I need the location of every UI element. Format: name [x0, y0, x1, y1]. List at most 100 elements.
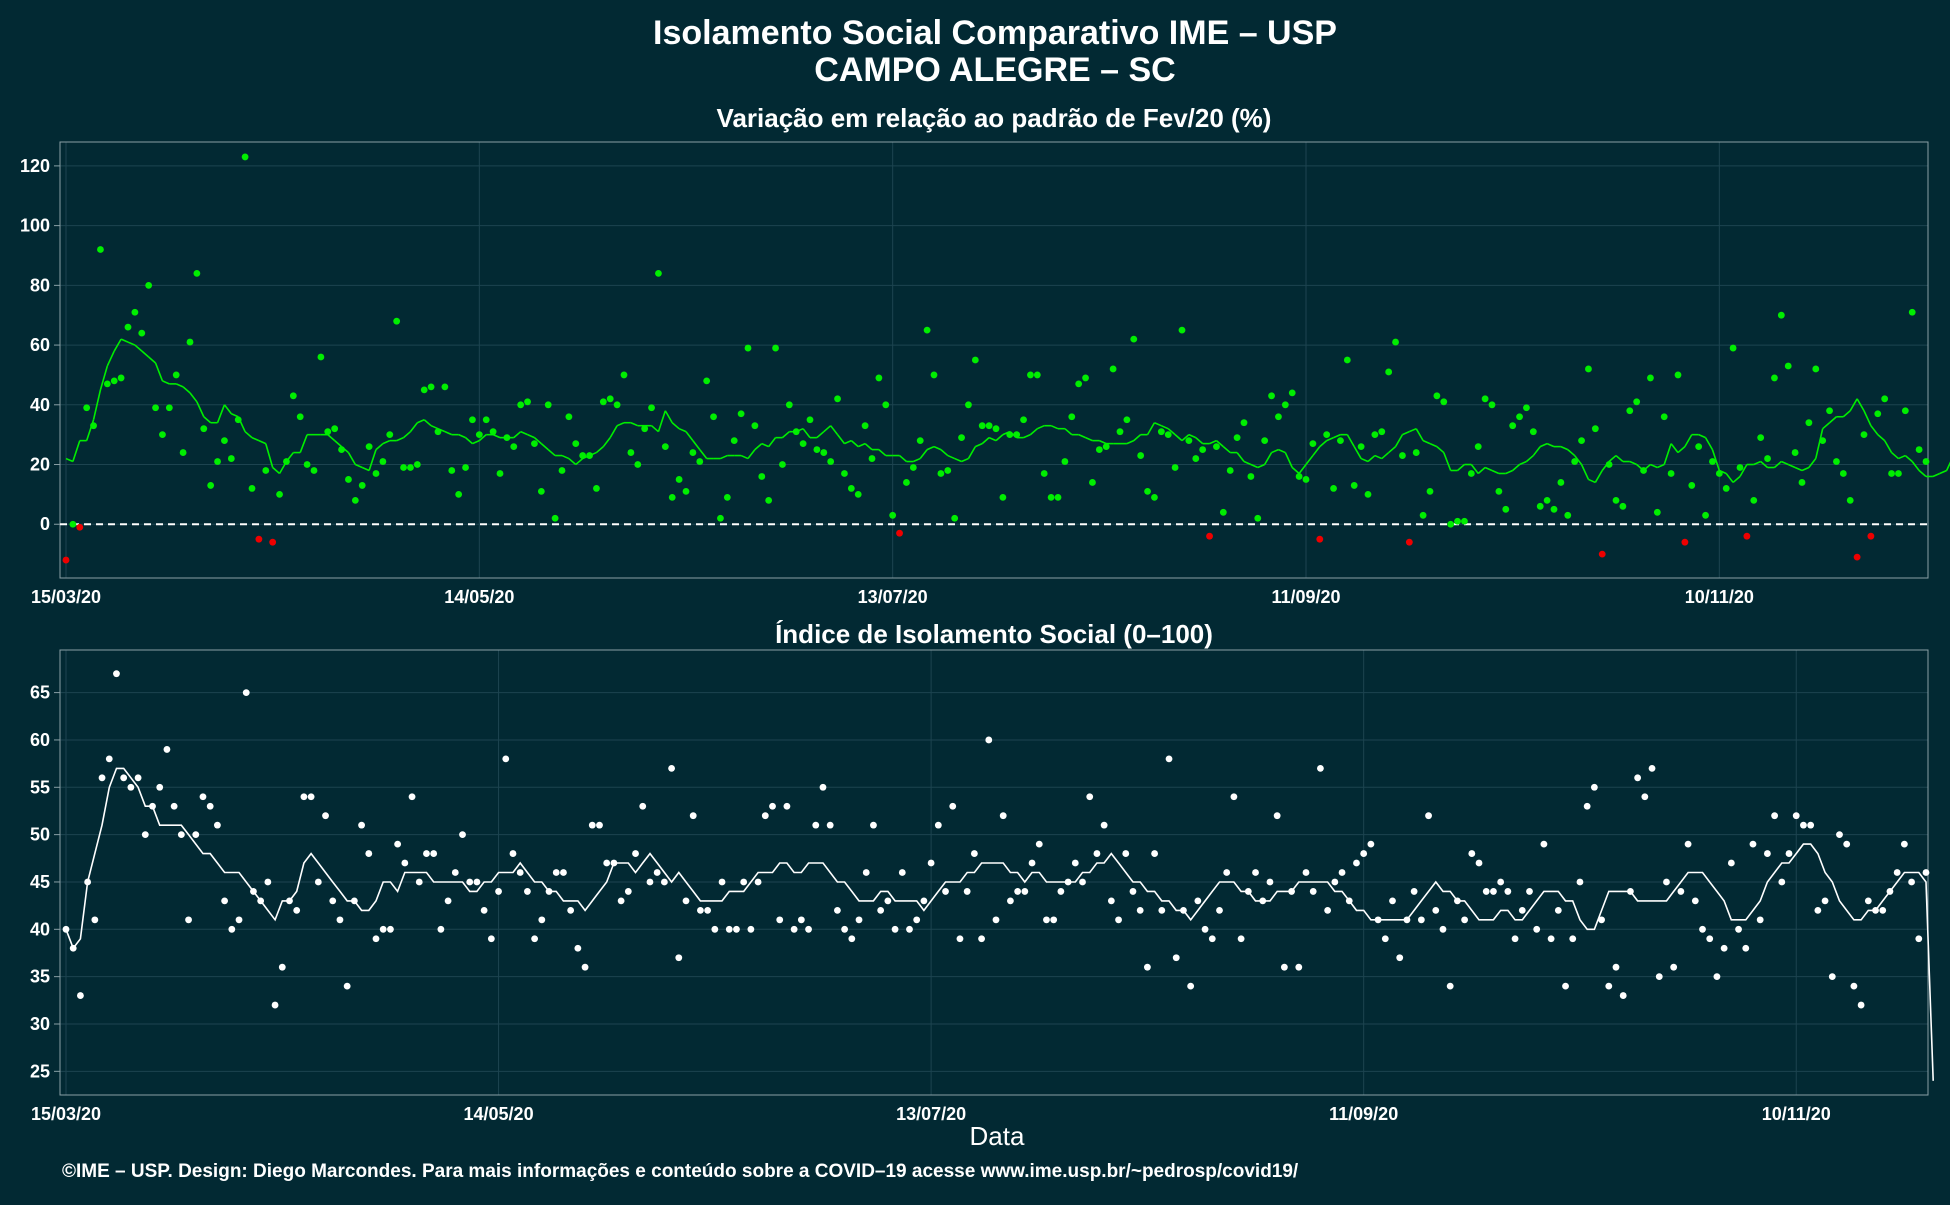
daily-point — [303, 461, 311, 468]
daily-point — [1417, 916, 1425, 924]
daily-point — [627, 449, 635, 456]
moving-average-segment — [1932, 472, 1941, 478]
caption-credit: ©IME – USP. Design: Diego Marcondes. Par… — [62, 1161, 1299, 1182]
daily-point — [120, 774, 128, 782]
daily-point — [1086, 793, 1094, 801]
daily-point — [1605, 982, 1613, 990]
daily-point — [1172, 954, 1180, 962]
daily-point — [466, 878, 474, 886]
y-tick-label: 60 — [30, 730, 50, 750]
daily-point — [891, 925, 899, 933]
daily-point — [620, 371, 628, 379]
daily-point — [572, 440, 580, 448]
moving-average-segment — [850, 440, 859, 448]
daily-point — [1259, 897, 1267, 905]
moving-average-segment — [1725, 472, 1734, 483]
moving-average-segment — [251, 436, 260, 442]
daily-point — [84, 878, 92, 886]
daily-point — [207, 482, 215, 489]
daily-point — [310, 467, 318, 474]
moving-average-segment — [671, 422, 680, 430]
daily-point — [1518, 906, 1526, 914]
daily-point — [992, 916, 1000, 924]
moving-average-segment — [1567, 448, 1576, 457]
moving-average-segment — [1215, 440, 1224, 448]
daily-point — [862, 869, 870, 876]
daily-point — [1288, 389, 1296, 397]
moving-average-segment — [568, 457, 577, 466]
x-tick-label: 15/03/20 — [31, 1104, 101, 1124]
daily-point — [386, 431, 394, 439]
daily-point — [1511, 935, 1519, 943]
moving-average-segment — [127, 341, 136, 346]
daily-point — [1695, 443, 1703, 451]
moving-average-segment — [699, 449, 708, 460]
daily-point — [317, 353, 325, 361]
daily-point — [1057, 888, 1065, 895]
daily-point — [1432, 906, 1440, 914]
moving-average-segment — [99, 365, 109, 391]
daily-point — [1199, 446, 1207, 453]
daily-point — [819, 783, 827, 791]
daily-point — [937, 470, 945, 477]
daily-point — [558, 467, 566, 474]
daily-point — [1850, 982, 1858, 990]
daily-point — [1089, 479, 1096, 486]
daily-point — [1064, 878, 1072, 886]
moving-average-segment — [533, 437, 542, 445]
daily-point — [586, 452, 593, 459]
daily-point — [1014, 888, 1022, 895]
moving-average-segment — [1263, 452, 1273, 465]
daily-point — [1915, 446, 1923, 453]
moving-average-segment — [1808, 458, 1817, 468]
moving-average-segment — [1822, 422, 1831, 430]
daily-point — [1578, 437, 1585, 445]
daily-point — [1702, 511, 1709, 519]
daily-point — [723, 493, 731, 501]
daily-point — [769, 802, 776, 810]
daily-point — [1655, 973, 1663, 981]
daily-point — [427, 383, 435, 391]
daily-point — [696, 458, 704, 465]
daily-point — [1338, 869, 1346, 876]
daily-point — [127, 783, 135, 791]
daily-point — [971, 356, 979, 364]
daily-point — [1550, 505, 1558, 513]
daily-point — [489, 428, 497, 436]
daily-point — [283, 458, 290, 465]
daily-point — [462, 464, 469, 471]
daily-point — [552, 869, 560, 876]
daily-point — [502, 755, 510, 763]
x-tick-label: 13/07/20 — [858, 587, 928, 607]
daily-point — [289, 392, 297, 400]
daily-point — [812, 821, 820, 829]
moving-average-segment — [616, 421, 625, 427]
daily-point — [1075, 380, 1083, 388]
daily-point — [271, 1001, 279, 1009]
daily-point — [834, 395, 841, 403]
x-tick-label: 10/11/20 — [1685, 587, 1754, 607]
moving-average-segment — [602, 437, 611, 448]
daily-point — [1843, 840, 1851, 848]
moving-average-segment — [1436, 445, 1445, 454]
daily-point — [1020, 416, 1027, 424]
daily-point — [131, 308, 139, 316]
moving-average-segment — [1814, 428, 1824, 459]
daily-point — [710, 413, 717, 421]
moving-average-segment — [1353, 446, 1362, 459]
daily-point — [1860, 431, 1868, 439]
daily-point — [1136, 906, 1144, 914]
daily-point — [1323, 431, 1331, 439]
daily-point — [1230, 793, 1238, 801]
daily-point — [1367, 840, 1375, 848]
moving-average-segment — [458, 433, 466, 439]
daily-point — [1143, 963, 1151, 971]
moving-average-segment — [864, 443, 873, 451]
y-tick-label: 35 — [30, 967, 50, 987]
daily-point — [1900, 840, 1908, 848]
moving-average-segment — [1512, 463, 1521, 472]
daily-point — [141, 831, 149, 839]
daily-point — [1612, 496, 1620, 504]
moving-average-segment — [1161, 424, 1169, 430]
